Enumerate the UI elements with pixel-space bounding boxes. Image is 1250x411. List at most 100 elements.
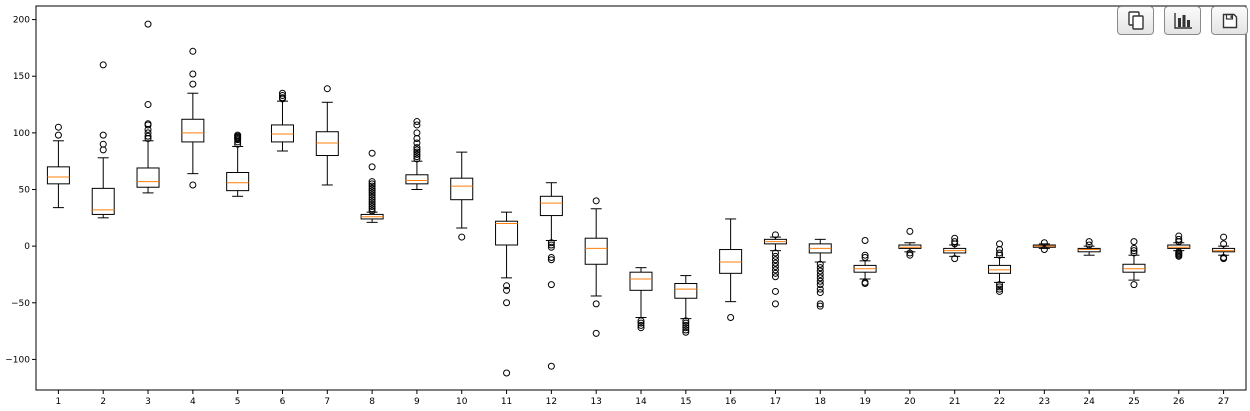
save-button[interactable]: [1211, 6, 1248, 35]
flier-point: [682, 328, 690, 336]
flier-point: [1040, 246, 1048, 254]
x-tick-label: 13: [590, 397, 601, 407]
x-tick-label: 10: [456, 397, 468, 407]
y-tick-label: 50: [19, 186, 31, 196]
flier-point: [951, 234, 959, 242]
iqr-box: [988, 264, 1012, 274]
box-21: [943, 234, 967, 263]
copy-button[interactable]: [1117, 6, 1154, 35]
iqr-box: [1077, 247, 1101, 253]
flier-point: [368, 163, 376, 171]
flier-point: [996, 285, 1004, 293]
flier-point: [413, 150, 421, 158]
iqr-box: [315, 131, 339, 157]
flier-point: [368, 193, 376, 201]
x-tick-label: 19: [859, 397, 871, 407]
flier-point: [1175, 252, 1183, 260]
flier-point: [906, 249, 914, 257]
flier-point: [816, 281, 824, 289]
flier-point: [278, 91, 286, 99]
x-tick-label: 11: [501, 397, 512, 407]
iqr-box: [1212, 247, 1236, 253]
box-4: [181, 47, 205, 189]
flier-point: [1220, 240, 1228, 248]
x-tick-label: 26: [1173, 397, 1185, 407]
flier-point: [413, 155, 421, 163]
flier-point: [816, 260, 824, 268]
flier-point: [413, 139, 421, 147]
flier-point: [682, 317, 690, 325]
x-tick-label: 16: [725, 397, 737, 407]
box-1: [46, 123, 70, 209]
x-tick-label: 25: [1128, 397, 1139, 407]
flier-point: [144, 120, 152, 128]
box-3: [136, 20, 160, 194]
flier-point: [861, 280, 869, 288]
flier-point: [682, 321, 690, 329]
chart-type-button[interactable]: [1164, 6, 1201, 35]
flier-point: [861, 253, 869, 261]
flier-point: [816, 300, 824, 308]
iqr-box: [719, 249, 743, 274]
flier-point: [144, 129, 152, 137]
box-6: [270, 89, 294, 152]
flier-point: [458, 233, 466, 241]
flier-point: [906, 251, 914, 259]
flier-point: [368, 178, 376, 186]
flier-point: [547, 281, 555, 289]
iqr-box: [136, 167, 160, 188]
box-11: [495, 211, 519, 377]
iqr-box: [539, 195, 563, 217]
flier-point: [771, 287, 779, 295]
flier-point: [816, 285, 824, 293]
flier-point: [368, 202, 376, 210]
y-tick-label: −100: [5, 355, 30, 365]
box-17: [763, 231, 787, 308]
flier-point: [189, 47, 197, 55]
x-tick-label: 12: [546, 397, 557, 407]
flier-point: [637, 324, 645, 332]
flier-point: [54, 123, 62, 131]
box-27: [1212, 233, 1236, 263]
flier-point: [771, 266, 779, 274]
flier-point: [99, 131, 107, 139]
flier-point: [99, 140, 107, 148]
flier-point: [861, 236, 869, 244]
flier-point: [368, 207, 376, 215]
flier-point: [771, 249, 779, 257]
flier-point: [592, 197, 600, 205]
x-tick-label: 24: [1083, 397, 1095, 407]
save-icon: [1222, 13, 1237, 28]
flier-point: [682, 324, 690, 332]
iqr-box: [629, 271, 653, 291]
box-26: [1167, 232, 1191, 260]
flier-point: [368, 205, 376, 213]
box-22: [988, 240, 1012, 295]
iqr-box: [1167, 244, 1191, 249]
flier-point: [413, 153, 421, 161]
iqr-box: [270, 124, 294, 143]
y-tick-label: 100: [13, 129, 30, 139]
flier-point: [1220, 233, 1228, 241]
flier-point: [144, 101, 152, 109]
flier-point: [951, 255, 959, 263]
flier-point: [368, 149, 376, 157]
x-tick-label: 8: [369, 397, 375, 407]
flier-point: [368, 180, 376, 188]
flier-point: [413, 146, 421, 154]
flier-point: [1220, 255, 1228, 263]
iqr-box: [584, 237, 608, 265]
iqr-box: [1122, 263, 1146, 273]
flier-point: [547, 256, 555, 264]
y-tick-label: 150: [13, 72, 30, 82]
iqr-box: [495, 220, 519, 246]
x-tick-label: 23: [1039, 397, 1050, 407]
flier-point: [996, 240, 1004, 248]
box-2: [91, 61, 115, 219]
x-tick-label: 7: [324, 397, 330, 407]
flier-point: [278, 94, 286, 102]
flier-point: [99, 146, 107, 154]
y-tick-label: −50: [11, 299, 30, 309]
flier-point: [1085, 241, 1093, 249]
